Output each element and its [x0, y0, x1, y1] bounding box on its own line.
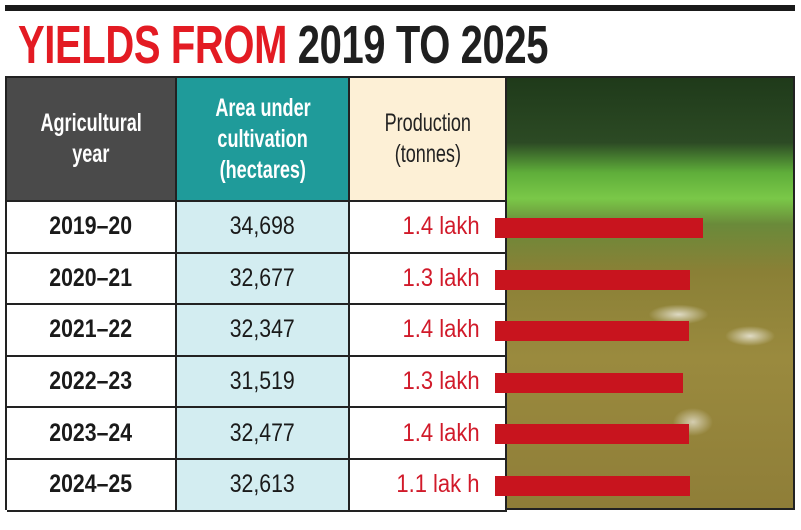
production-bar [495, 424, 689, 445]
production-cell: 1.4 lakh [350, 408, 507, 460]
area-cell: 32,613 [177, 460, 350, 512]
year-cell: 2019–20 [7, 202, 177, 254]
area-cell: 34,698 [177, 202, 350, 254]
year-cell: 2020–21 [7, 253, 177, 306]
year-cell: 2021–22 [7, 305, 177, 357]
area-cell: 32,677 [177, 253, 350, 306]
header-production: Production (tonnes) [350, 78, 507, 202]
header-area: Area under cultivation (hectares) [177, 78, 350, 202]
production-cell: 1.4 lakh [350, 202, 507, 254]
production-cell: 1.4 lakh [350, 305, 507, 357]
production-cell: 1.1 lak h [350, 460, 507, 512]
top-rule [5, 5, 795, 11]
production-bar [495, 476, 690, 496]
area-cell: 32,347 [177, 305, 350, 357]
production-bar [495, 269, 690, 290]
header-year: Agricultural year [7, 78, 177, 202]
area-cell: 31,519 [177, 356, 350, 409]
table-row: 2019–20 34,698 1.4 lakh [7, 202, 507, 254]
production-bar [495, 372, 683, 393]
table-row: 2024–25 32,613 1.1 lak h [7, 460, 507, 512]
yield-table: Agricultural year Area under cultivation (h… [5, 76, 795, 512]
production-bar [495, 218, 703, 238]
page-title: YIELDS FROM 2019 TO 2025 [18, 18, 548, 72]
year-cell: 2024–25 [7, 460, 177, 512]
title-red: YIELDS FROM [18, 15, 288, 75]
table-row: 2023–24 32,477 1.4 lakh [7, 408, 507, 460]
table-row: 2020–21 32,677 1.3 lakh [7, 253, 507, 306]
production-cell: 1.3 lakh [350, 356, 507, 409]
production-cell: 1.3 lakh [350, 253, 507, 306]
table-row: 2021–22 32,347 1.4 lakh [7, 305, 507, 357]
area-cell: 32,477 [177, 408, 350, 460]
production-bar [495, 321, 689, 342]
year-cell: 2022–23 [7, 356, 177, 409]
title-black: 2019 TO 2025 [297, 15, 549, 75]
table-row: 2022–23 31,519 1.3 lakh [7, 356, 507, 409]
year-cell: 2023–24 [7, 408, 177, 460]
